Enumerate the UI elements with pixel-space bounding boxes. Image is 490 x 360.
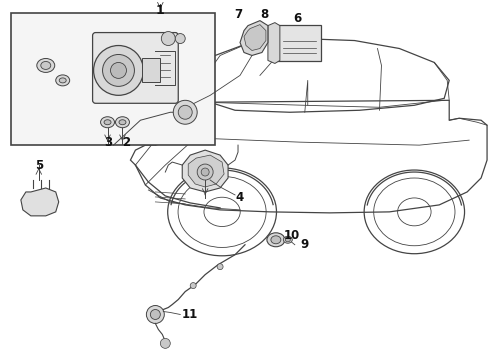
Circle shape [161,32,175,45]
Polygon shape [268,23,280,63]
Ellipse shape [267,233,285,247]
Ellipse shape [100,117,115,128]
Circle shape [147,306,164,323]
Ellipse shape [283,236,293,243]
Ellipse shape [41,62,51,69]
Circle shape [102,54,134,86]
Text: 1: 1 [156,4,165,17]
Polygon shape [240,21,268,55]
Circle shape [111,62,126,78]
Text: 3: 3 [104,136,113,149]
Circle shape [94,45,144,95]
Text: 2: 2 [122,136,130,149]
Polygon shape [21,188,59,216]
Ellipse shape [37,58,55,72]
Bar [11,13,215,145]
Circle shape [173,100,197,124]
Circle shape [190,283,196,289]
Polygon shape [244,24,266,50]
Text: 11: 11 [182,308,198,321]
Ellipse shape [59,78,66,83]
Circle shape [217,264,223,270]
Text: 10: 10 [284,229,300,242]
Text: 9: 9 [301,238,309,251]
Circle shape [160,338,171,348]
Ellipse shape [116,117,129,128]
Circle shape [178,105,192,119]
Ellipse shape [271,236,281,244]
Polygon shape [182,150,228,192]
Text: 4: 4 [236,192,244,204]
Bar [143,58,160,82]
Text: 5: 5 [35,158,43,172]
Text: 6: 6 [294,12,302,25]
Ellipse shape [56,75,70,86]
Text: 8: 8 [260,8,268,21]
Ellipse shape [104,120,111,125]
Circle shape [150,310,160,319]
Ellipse shape [285,238,290,242]
Circle shape [197,164,213,180]
Polygon shape [188,155,224,187]
FancyBboxPatch shape [277,24,321,62]
FancyBboxPatch shape [93,32,178,103]
Ellipse shape [119,120,126,125]
Text: 7: 7 [234,8,242,21]
Circle shape [201,168,209,176]
Circle shape [175,33,185,44]
